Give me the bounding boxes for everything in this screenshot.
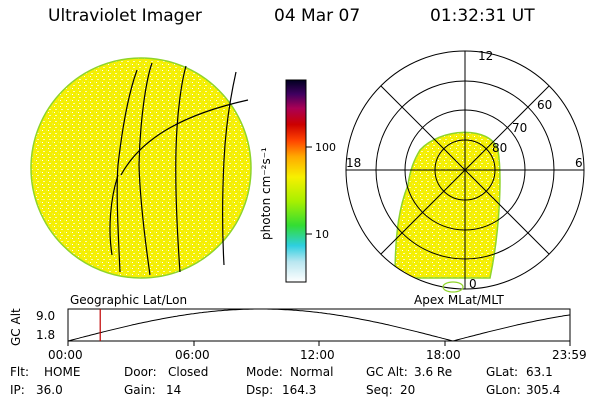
ip-label: IP:	[10, 383, 25, 397]
dsp-label: Dsp:	[246, 383, 273, 397]
altitude-axis-title: GC Alt	[9, 308, 23, 346]
mlt-label-12: 12	[478, 49, 493, 63]
time-tick-1800: 18:00	[426, 348, 461, 362]
ip-value: 36.0	[36, 383, 63, 397]
time-tick-2359: 23:59	[552, 348, 587, 362]
gain-label: Gain:	[124, 383, 156, 397]
door-label: Door:	[124, 365, 157, 379]
colorbar-unit-label: photon cm⁻²s⁻¹	[259, 147, 273, 240]
geographic-disk	[30, 57, 252, 279]
gain-value: 14	[166, 383, 181, 397]
mlt-label-18: 18	[346, 156, 361, 170]
altitude-curve	[67, 308, 571, 342]
flt-label: Flt:	[10, 365, 29, 379]
lat-label-60: 60	[537, 98, 552, 112]
image-title: Ultraviolet Imager	[48, 6, 202, 26]
color-scale-bar	[285, 79, 312, 283]
seq-value: 20	[400, 383, 415, 397]
glon-label: GLon:	[486, 383, 521, 397]
lat-label-70: 70	[512, 121, 527, 135]
door-value: Closed	[168, 365, 208, 379]
altitude-plot	[67, 308, 571, 346]
glat-label: GLat:	[486, 365, 518, 379]
polar-plot	[345, 50, 585, 293]
mode-label: Mode:	[246, 365, 283, 379]
gcalt-value: 3.6 Re	[414, 365, 452, 379]
colorbar-tick-100: 100	[315, 141, 336, 154]
mlt-label-6: 6	[575, 156, 583, 170]
glon-value: 305.4	[526, 383, 560, 397]
time-tick-0000: 00:00	[48, 348, 83, 362]
auroral-oval	[394, 131, 501, 279]
seq-label: Seq:	[366, 383, 393, 397]
image-date: 04 Mar 07	[274, 6, 361, 26]
flt-value: HOME	[44, 365, 80, 379]
geographic-caption: Geographic Lat/Lon	[70, 293, 187, 307]
lat-lon-grid	[109, 62, 249, 276]
image-time: 01:32:31 UT	[430, 6, 535, 26]
colorbar-tick-10: 10	[315, 228, 329, 241]
gcalt-label: GC Alt:	[366, 365, 408, 379]
lat-label-80: 80	[492, 141, 507, 155]
apex-caption: Apex MLat/MLT	[414, 293, 504, 307]
dsp-value: 164.3	[282, 383, 316, 397]
mode-value: Normal	[290, 365, 333, 379]
altitude-tick-high: 9.0	[36, 309, 55, 323]
altitude-tick-low: 1.8	[36, 328, 55, 342]
time-tick-1200: 12:00	[300, 348, 335, 362]
time-tick-0600: 06:00	[175, 348, 210, 362]
mlt-label-0: 0	[469, 277, 477, 291]
glat-value: 63.1	[526, 365, 553, 379]
